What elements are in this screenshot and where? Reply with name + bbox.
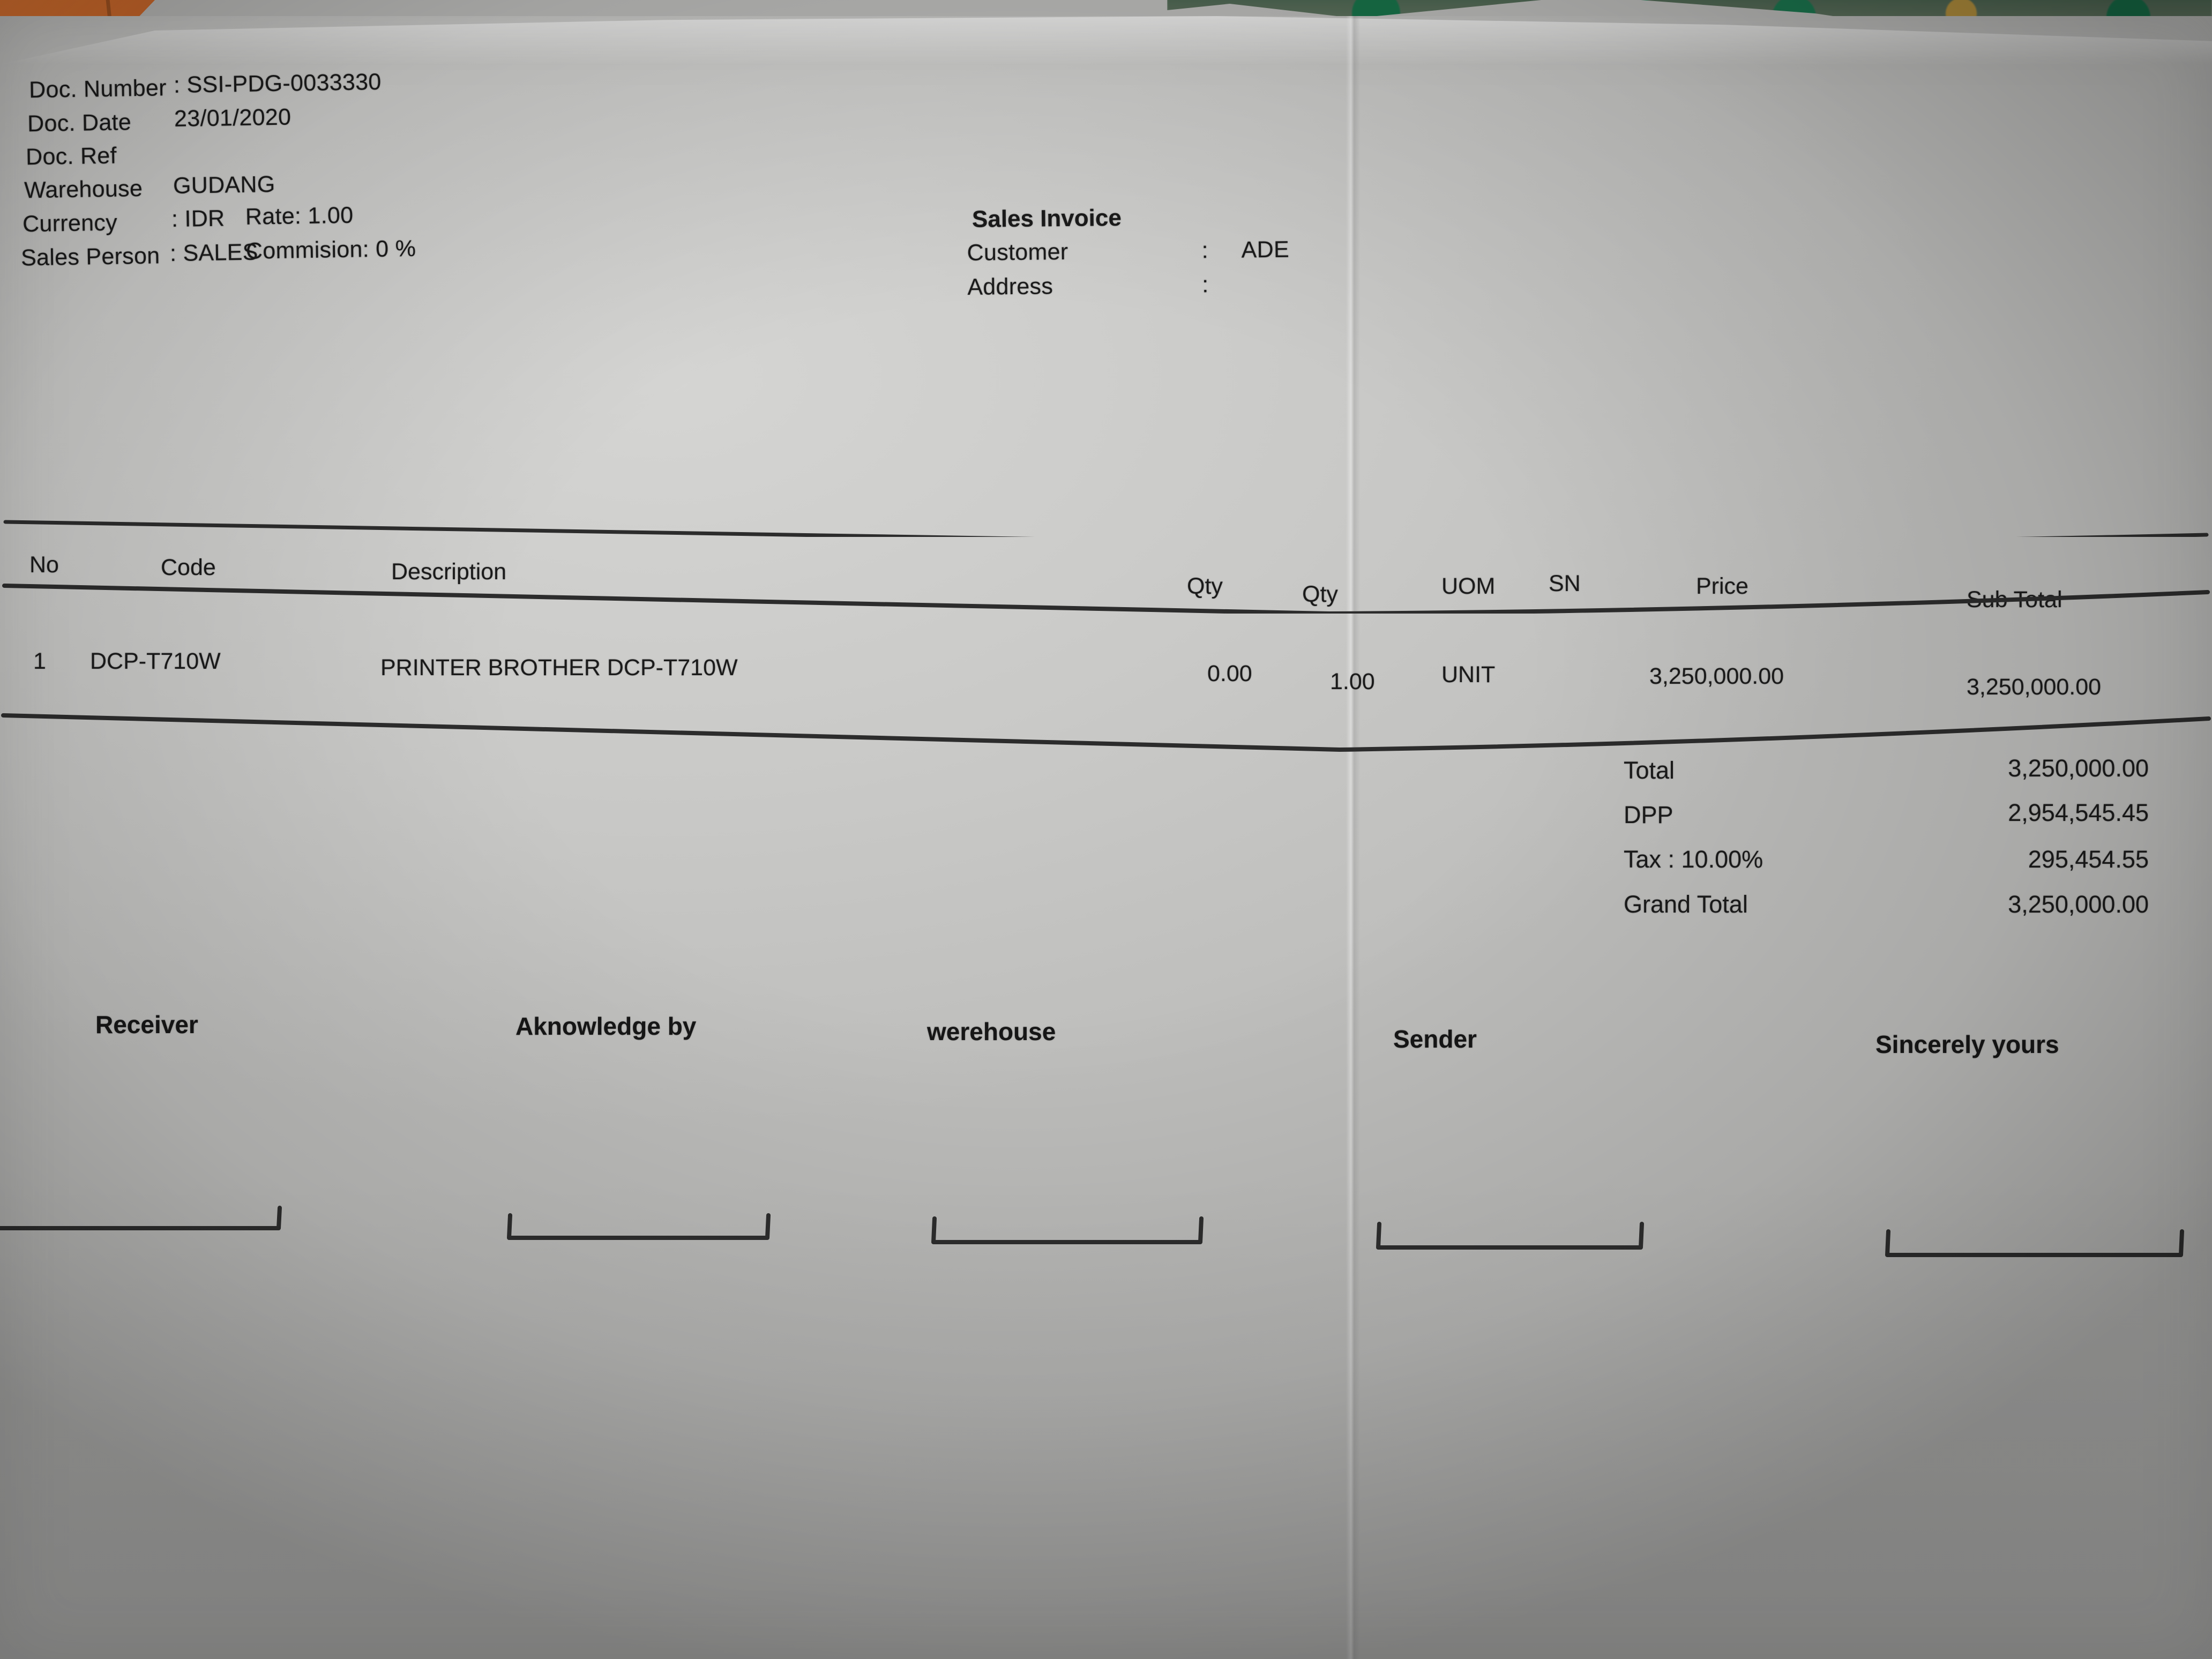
signature-bracket-warehouse	[927, 1215, 1222, 1253]
column-header-uom: UOM	[1441, 573, 1496, 599]
signature-label-warehouse: werehouse	[927, 1018, 1056, 1045]
column-header-no: No	[29, 552, 59, 578]
warehouse-label: Warehouse	[24, 175, 143, 204]
tax-value: 295,454.55	[2028, 846, 2149, 873]
row-code: DCP-T710W	[90, 648, 221, 674]
tax-label: Tax : 10.00%	[1624, 846, 1763, 873]
header-left-block: Doc. Number : SSI-PDG-0033330 Doc. Date …	[0, 0, 1021, 271]
currency-label: Currency	[22, 210, 118, 237]
header-right-block: Sales Invoice Customer : ADE Address :	[965, 8, 1716, 300]
doc-date-label: Doc. Date	[27, 109, 132, 137]
row-description: PRINTER BROTHER DCP-T710W	[380, 655, 738, 681]
table-rule-header-bottom	[0, 581, 2212, 614]
paper-fold-crease	[1346, 16, 1360, 1659]
grand-total-label: Grand Total	[1624, 891, 1748, 918]
customer-value: ADE	[1241, 236, 1290, 263]
doc-date-value: 23/01/2020	[174, 104, 292, 132]
invoice-paper: Doc. Number : SSI-PDG-0033330 Doc. Date …	[0, 16, 2212, 1659]
doc-number-value: : SSI-PDG-0033330	[173, 69, 382, 98]
column-header-sn: SN	[1549, 571, 1581, 596]
signature-label-receiver: Receiver	[95, 1011, 198, 1038]
row-no: 1	[33, 648, 46, 674]
grand-total-value: 3,250,000.00	[2008, 891, 2149, 918]
total-value: 3,250,000.00	[2008, 754, 2149, 782]
row-uom: UNIT	[1441, 662, 1496, 687]
signature-bracket-sender	[1372, 1221, 1661, 1258]
signature-bracket-acknowledge-by	[504, 1212, 788, 1250]
address-separator: :	[1202, 272, 1209, 298]
row-qty-2: 1.00	[1330, 669, 1375, 694]
dpp-value: 2,954,545.45	[2008, 799, 2149, 826]
dpp-label: DPP	[1624, 801, 1673, 828]
row-subtotal: 3,250,000.00	[1967, 674, 2102, 700]
customer-label: Customer	[967, 239, 1068, 266]
signature-bracket-sincerely-yours	[1881, 1228, 2202, 1266]
signature-label-sincerely-yours: Sincerely yours	[1875, 1030, 2059, 1058]
doc-ref-label: Doc. Ref	[25, 143, 117, 170]
sales-person-label: Sales Person	[20, 243, 160, 271]
column-header-price: Price	[1696, 573, 1748, 599]
row-qty-1: 0.00	[1207, 661, 1252, 686]
column-header-description: Description	[391, 559, 507, 585]
currency-rate: Rate: 1.00	[245, 202, 354, 230]
warehouse-value: GUDANG	[173, 171, 275, 199]
sales-person-value: : SALES	[169, 239, 258, 267]
table-rule-items-bottom	[0, 705, 2212, 752]
row-price: 3,250,000.00	[1649, 663, 1784, 689]
sales-person-commission: Commision: 0 %	[245, 235, 416, 264]
signature-bracket-receiver	[0, 1205, 300, 1242]
column-header-code: Code	[161, 555, 216, 580]
signature-label-acknowledge-by: Aknowledge by	[515, 1012, 697, 1040]
doc-number-label: Doc. Number	[28, 75, 167, 103]
total-label: Total	[1624, 757, 1675, 784]
column-header-qty-2: Qty	[1302, 581, 1338, 607]
page-title: Sales Invoice	[972, 204, 1122, 233]
column-header-qty-1: Qty	[1187, 573, 1223, 599]
currency-value: : IDR	[171, 205, 225, 233]
address-label: Address	[967, 273, 1053, 300]
table-rule-top	[0, 515, 2212, 537]
signature-label-sender: Sender	[1393, 1025, 1477, 1053]
customer-separator: :	[1201, 237, 1209, 264]
